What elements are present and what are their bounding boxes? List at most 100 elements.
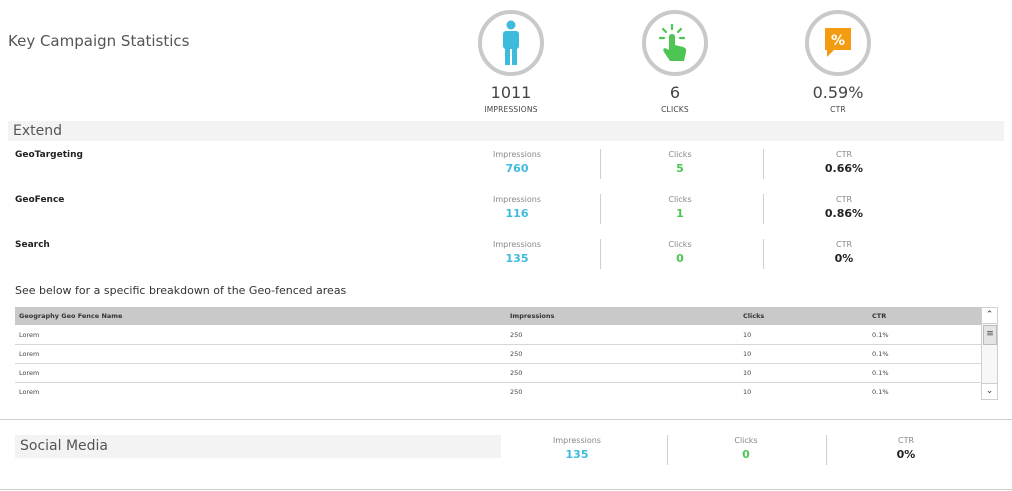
search-impressions: Impressions 135 bbox=[457, 240, 577, 265]
geofence-impressions: Impressions 116 bbox=[457, 195, 577, 220]
table-cell: 0.1% bbox=[872, 388, 889, 396]
table-row[interactable]: Lorem 250 10 0.1% bbox=[15, 344, 981, 364]
column-divider bbox=[826, 435, 827, 465]
table-cell: Lorem bbox=[19, 388, 40, 396]
metric-value: 0% bbox=[896, 448, 916, 461]
metric-value: 1 bbox=[676, 207, 684, 220]
geotargeting-clicks: Clicks 5 bbox=[620, 150, 740, 175]
metric-header: CTR bbox=[835, 150, 853, 159]
social-impressions: Impressions 135 bbox=[517, 436, 637, 461]
search-clicks: Clicks 0 bbox=[620, 240, 740, 265]
metric-value: 135 bbox=[565, 448, 589, 461]
table-cell: 10 bbox=[743, 388, 752, 396]
kpi-clicks: 6 CLICKS bbox=[620, 10, 730, 114]
table-cell: 10 bbox=[743, 331, 752, 339]
row-label-search: Search bbox=[15, 240, 50, 250]
table-cell: 10 bbox=[743, 350, 752, 358]
metric-header: CTR bbox=[835, 195, 853, 204]
table-header: Geography Geo Fence Name Impressions Cli… bbox=[15, 307, 981, 325]
table-cell: Lorem bbox=[19, 350, 40, 358]
table-cell: 250 bbox=[510, 388, 523, 396]
table-cell: 10 bbox=[743, 369, 752, 377]
table-row[interactable]: Lorem 250 10 0.1% bbox=[15, 382, 981, 399]
kpi-clicks-value: 6 bbox=[669, 83, 681, 102]
table-cell: Lorem bbox=[19, 369, 40, 377]
metric-header: Clicks bbox=[668, 240, 692, 249]
metric-header: Impressions bbox=[493, 195, 541, 204]
geotargeting-ctr: CTR 0.66% bbox=[784, 150, 904, 175]
geofence-breakdown-table: Geography Geo Fence Name Impressions Cli… bbox=[15, 307, 981, 399]
column-divider bbox=[600, 194, 601, 224]
column-header-ctr: CTR bbox=[872, 312, 887, 320]
metric-value: 116 bbox=[505, 207, 529, 220]
extend-section-title: Extend bbox=[13, 123, 62, 139]
section-divider bbox=[0, 489, 1012, 490]
metric-value: 760 bbox=[505, 162, 529, 175]
metric-header: Clicks bbox=[668, 195, 692, 204]
table-cell: 250 bbox=[510, 331, 523, 339]
geofence-ctr: CTR 0.86% bbox=[784, 195, 904, 220]
metric-header: Clicks bbox=[668, 150, 692, 159]
scroll-thumb[interactable]: ≡ bbox=[983, 325, 997, 345]
percent-tag-icon: % bbox=[825, 28, 851, 57]
kpi-ctr-ring: % bbox=[805, 10, 871, 76]
kpi-impressions-value: 1011 bbox=[490, 83, 532, 102]
metric-value: 0 bbox=[742, 448, 750, 461]
metric-header: CTR bbox=[835, 240, 853, 249]
column-divider bbox=[763, 194, 764, 224]
geotargeting-impressions: Impressions 760 bbox=[457, 150, 577, 175]
metric-header: Impressions bbox=[493, 150, 541, 159]
metric-value: 0 bbox=[676, 252, 684, 265]
table-cell: Lorem bbox=[19, 331, 40, 339]
kpi-impressions: 1011 IMPRESSIONS bbox=[456, 10, 566, 114]
table-row[interactable]: Lorem 250 10 0.1% bbox=[15, 363, 981, 383]
metric-header: Clicks bbox=[734, 436, 758, 445]
kpi-impressions-label: IMPRESSIONS bbox=[484, 105, 538, 114]
column-divider bbox=[600, 149, 601, 179]
social-clicks: Clicks 0 bbox=[686, 436, 806, 461]
section-divider bbox=[0, 419, 1012, 420]
kpi-ctr-label: CTR bbox=[830, 105, 846, 114]
scroll-up-icon[interactable]: ⌃ bbox=[982, 308, 997, 324]
row-label-geotargeting: GeoTargeting bbox=[15, 150, 83, 160]
click-hand-icon bbox=[658, 23, 687, 61]
breakdown-note: See below for a specific breakdown of th… bbox=[15, 284, 347, 297]
kpi-clicks-ring bbox=[642, 10, 708, 76]
metric-header: Impressions bbox=[553, 436, 601, 445]
metric-value: 0.86% bbox=[824, 207, 864, 220]
column-header-impressions: Impressions bbox=[510, 312, 555, 320]
metric-header: CTR bbox=[897, 436, 915, 445]
column-header-clicks: Clicks bbox=[743, 312, 765, 320]
kpi-ctr-value: 0.59% bbox=[812, 83, 864, 102]
person-icon bbox=[503, 20, 519, 65]
row-label-geofence: GeoFence bbox=[15, 195, 65, 205]
metric-header: Impressions bbox=[493, 240, 541, 249]
column-divider bbox=[763, 239, 764, 269]
scroll-down-icon[interactable]: ⌄ bbox=[982, 383, 997, 399]
table-cell: 250 bbox=[510, 350, 523, 358]
kpi-ctr: % 0.59% CTR bbox=[783, 10, 893, 114]
extend-section-header: Extend bbox=[8, 121, 1004, 141]
geofence-clicks: Clicks 1 bbox=[620, 195, 740, 220]
table-cell: 0.1% bbox=[872, 369, 889, 377]
table-cell: 0.1% bbox=[872, 350, 889, 358]
search-ctr: CTR 0% bbox=[784, 240, 904, 265]
social-media-section-header: Social Media bbox=[15, 435, 501, 458]
kpi-impressions-ring bbox=[478, 10, 544, 76]
social-media-title: Social Media bbox=[20, 438, 109, 454]
metric-value: 0.66% bbox=[824, 162, 864, 175]
column-divider bbox=[600, 239, 601, 269]
social-ctr: CTR 0% bbox=[846, 436, 966, 461]
table-row[interactable]: Lorem 250 10 0.1% bbox=[15, 325, 981, 345]
table-scrollbar[interactable]: ⌃ ≡ ⌄ bbox=[981, 307, 998, 400]
table-cell: 0.1% bbox=[872, 331, 889, 339]
kpi-clicks-label: CLICKS bbox=[661, 105, 689, 114]
table-cell: 250 bbox=[510, 369, 523, 377]
column-header-name: Geography Geo Fence Name bbox=[19, 312, 123, 320]
column-divider bbox=[667, 435, 668, 465]
metric-value: 5 bbox=[676, 162, 684, 175]
column-divider bbox=[763, 149, 764, 179]
page-title: Key Campaign Statistics bbox=[8, 32, 190, 50]
metric-value: 135 bbox=[505, 252, 529, 265]
svg-text:%: % bbox=[831, 33, 845, 49]
